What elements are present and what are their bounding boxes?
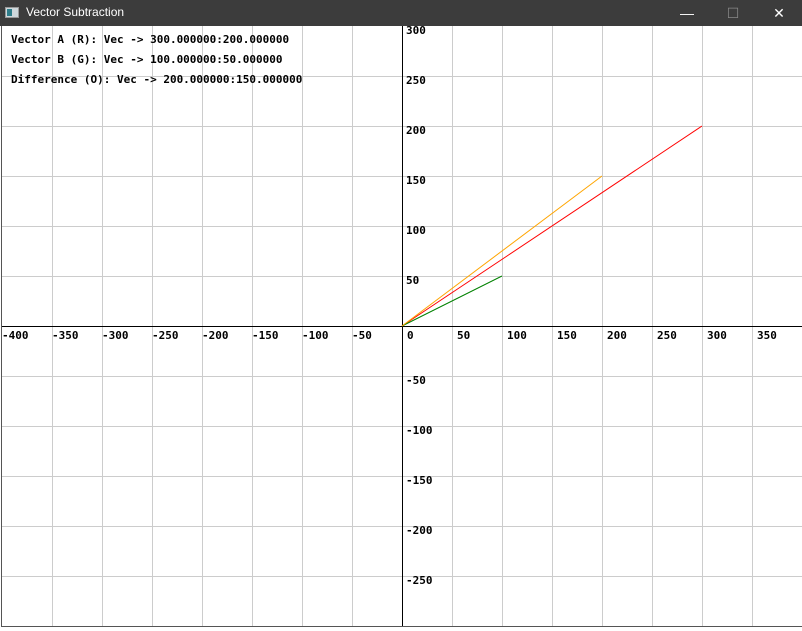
x-tick-label: 50	[457, 329, 470, 342]
y-tick-label: 300	[406, 26, 426, 37]
minimize-button[interactable]: —	[680, 5, 694, 21]
x-tick-label: 300	[707, 329, 727, 342]
x-tick-label: -100	[302, 329, 329, 342]
x-tick-label: -200	[202, 329, 229, 342]
app-icon	[5, 7, 19, 18]
y-tick-label: 250	[406, 74, 426, 87]
x-tick-label: 250	[657, 329, 677, 342]
x-tick-label: 350	[757, 329, 777, 342]
x-tick-label: 200	[607, 329, 627, 342]
x-tick-label: 100	[507, 329, 527, 342]
y-tick-label: -200	[406, 524, 433, 537]
y-tick-label: 150	[406, 174, 426, 187]
info-difference: Difference (O): Vec -> 200.000000:150.00…	[11, 73, 302, 86]
x-tick-label: 150	[557, 329, 577, 342]
vector-line-0	[401, 125, 703, 327]
plot-canvas: -400 -350 -300 -250 -200 -150 -100 -50 0 50 100 150…	[1, 24, 802, 627]
info-vector-b: Vector B (G): Vec -> 100.000000:50.00000…	[11, 53, 283, 66]
y-tick-label: 50	[406, 274, 419, 287]
x-tick-label: -350	[52, 329, 79, 342]
x-tick-label: -250	[152, 329, 179, 342]
y-tick-label: 100	[406, 224, 426, 237]
x-tick-label: -150	[252, 329, 279, 342]
y-tick-label: -50	[406, 374, 426, 387]
window-title: Vector Subtraction	[26, 5, 125, 19]
close-button[interactable]: ✕	[773, 4, 785, 21]
vector-line-2	[401, 175, 603, 327]
x-tick-label: 0	[407, 329, 414, 342]
vector-plot: -400 -350 -300 -250 -200 -150 -100 -50 0 50 100 150…	[2, 24, 802, 626]
x-tick-label: -50	[352, 329, 372, 342]
y-tick-label: -250	[406, 574, 433, 587]
maximize-button[interactable]: ☐	[726, 4, 740, 21]
y-tick-label: -150	[406, 474, 433, 487]
x-tick-label: -400	[2, 329, 29, 342]
info-vector-a: Vector A (R): Vec -> 300.000000:200.0000…	[11, 33, 289, 46]
title-bar: Vector Subtraction — ☐ ✕	[0, 0, 802, 26]
x-tick-label: -300	[102, 329, 129, 342]
vector-line-1	[401, 275, 503, 327]
y-tick-label: 200	[406, 124, 426, 137]
y-tick-label: -100	[406, 424, 433, 437]
